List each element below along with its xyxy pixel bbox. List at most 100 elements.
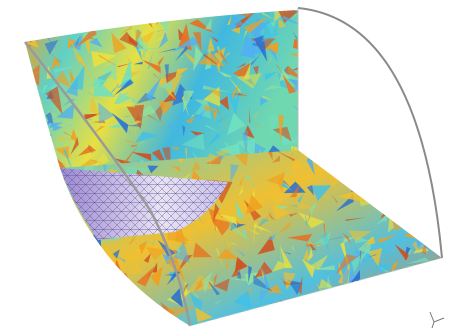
field-cell xyxy=(361,319,372,326)
field-cell xyxy=(191,329,215,333)
field-cell xyxy=(333,164,359,180)
field-cell xyxy=(337,136,352,141)
field-cell xyxy=(19,100,29,117)
field-cell xyxy=(376,170,384,176)
field-cell xyxy=(69,241,81,243)
field-cell xyxy=(376,302,383,318)
field-cell xyxy=(93,313,112,328)
field-cell xyxy=(71,10,84,17)
field-cell xyxy=(115,298,132,302)
field-cell xyxy=(382,277,406,295)
field-cell xyxy=(133,325,141,326)
field-cell xyxy=(250,309,261,318)
field-cell xyxy=(70,307,85,316)
field-cell xyxy=(322,322,334,329)
field-cell xyxy=(394,273,397,286)
field-cell xyxy=(324,140,341,153)
field-cell xyxy=(26,140,38,160)
field-cell xyxy=(125,284,126,297)
field-cell xyxy=(424,195,440,199)
field-cell xyxy=(53,20,75,32)
field-cell xyxy=(402,324,422,329)
field-cell xyxy=(357,152,367,169)
field-cell xyxy=(31,0,44,16)
field-cell xyxy=(57,233,79,243)
field-cell xyxy=(420,275,428,283)
field-cell xyxy=(354,299,367,302)
field-cell xyxy=(45,26,52,39)
field-cell xyxy=(146,11,148,17)
field-cell xyxy=(397,302,416,306)
field-cell xyxy=(305,296,331,308)
field-cell xyxy=(437,272,446,282)
field-cell xyxy=(111,308,122,319)
field-cell xyxy=(35,146,45,158)
field-cell xyxy=(152,319,171,333)
field-cell xyxy=(428,150,443,173)
field-cell xyxy=(395,289,406,298)
field-cell xyxy=(400,183,407,194)
field-cell xyxy=(60,252,72,256)
field-cell xyxy=(360,169,383,174)
field-cell xyxy=(379,166,389,174)
field-cell xyxy=(319,145,330,153)
field-cell xyxy=(12,138,33,150)
field-cell xyxy=(417,184,441,199)
field-cell xyxy=(160,5,168,15)
field-cell xyxy=(52,320,79,333)
field-cell xyxy=(207,4,229,18)
field-cell xyxy=(202,0,226,6)
field-cell xyxy=(377,144,385,153)
field-cell xyxy=(38,122,51,147)
field-cell xyxy=(401,315,416,326)
field-cell xyxy=(12,163,22,179)
field-cell xyxy=(29,129,52,150)
field-cell xyxy=(39,14,52,19)
field-cell xyxy=(21,138,29,146)
field-cell xyxy=(46,29,57,36)
field-cell xyxy=(49,21,59,27)
field-cell xyxy=(300,314,310,328)
field-cell xyxy=(381,317,401,331)
field-cell xyxy=(273,314,284,324)
field-cell xyxy=(397,208,422,222)
field-cell xyxy=(54,267,56,274)
field-cell xyxy=(61,13,64,20)
field-cell xyxy=(300,63,305,73)
field-cell xyxy=(79,309,85,321)
field-cell xyxy=(431,151,443,152)
field-cell xyxy=(430,294,437,303)
field-cell xyxy=(312,303,327,312)
field-cell xyxy=(434,162,451,186)
field-cell xyxy=(84,260,94,266)
field-cell xyxy=(365,282,382,304)
field-cell xyxy=(393,297,403,309)
field-cell xyxy=(417,282,433,299)
field-cell xyxy=(35,126,47,140)
field-cell xyxy=(98,279,122,290)
field-cell xyxy=(47,307,61,310)
field-cell xyxy=(183,326,184,327)
field-cell xyxy=(42,4,53,30)
field-cell xyxy=(399,147,404,163)
field-cell xyxy=(369,314,391,329)
field-cell xyxy=(47,3,60,13)
field-cell xyxy=(85,5,108,22)
field-cell xyxy=(403,200,416,212)
field-cell xyxy=(415,172,422,184)
field-cell xyxy=(102,12,108,27)
field-cell xyxy=(120,11,128,14)
field-cell xyxy=(363,178,368,192)
field-cell xyxy=(88,298,94,299)
field-cell xyxy=(86,307,88,315)
field-cell xyxy=(62,255,78,263)
field-cell xyxy=(381,299,402,304)
field-cell xyxy=(94,267,96,274)
field-cell xyxy=(83,271,109,292)
field-cell xyxy=(364,299,370,309)
field-cell xyxy=(22,5,40,19)
field-cell xyxy=(409,318,419,327)
field-cell xyxy=(16,37,19,41)
field-cell xyxy=(188,0,208,17)
field-cell xyxy=(379,173,381,177)
